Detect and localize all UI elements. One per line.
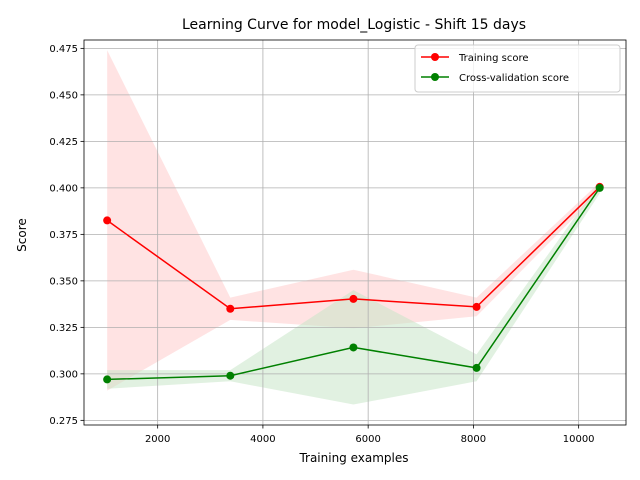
y-axis-label: Score xyxy=(15,218,29,252)
x-tick-label: 8000 xyxy=(461,434,486,445)
data-point-cross-validation xyxy=(595,183,604,192)
legend: Training score Cross-validation score xyxy=(414,44,621,93)
data-point-training xyxy=(349,294,358,303)
y-tick-label: 0.325 xyxy=(49,323,78,334)
y-tick-label: 0.475 xyxy=(49,44,78,55)
x-tick-label: 4000 xyxy=(250,434,275,445)
x-axis-ticks: 2000 4000 6000 8000 10000 xyxy=(145,425,595,445)
data-point-cross-validation xyxy=(226,371,235,380)
data-point-cross-validation xyxy=(349,343,358,352)
y-axis-ticks: 0.275 0.300 0.325 0.350 0.375 0.400 0.425 0.450… xyxy=(49,44,84,427)
y-tick-label: 0.450 xyxy=(49,90,78,101)
y-tick-label: 0.425 xyxy=(49,137,78,148)
legend-box xyxy=(414,44,621,93)
data-point-training xyxy=(226,304,235,313)
plot-area-frame xyxy=(83,39,627,426)
legend-label-cross-validation: Cross-validation score xyxy=(459,73,569,84)
y-tick-label: 0.300 xyxy=(49,369,78,380)
confidence-band-cross-validation xyxy=(107,182,600,405)
y-tick-label: 0.375 xyxy=(49,230,78,241)
x-tick-label: 2000 xyxy=(145,434,170,445)
legend-label-training: Training score xyxy=(458,53,529,64)
x-tick-label: 6000 xyxy=(355,434,380,445)
chart-title: Learning Curve for model_Logistic - Shif… xyxy=(182,17,526,33)
x-axis-label: Training examples xyxy=(298,451,408,465)
y-tick-label: 0.275 xyxy=(49,416,78,427)
legend-marker-training xyxy=(431,53,439,61)
series-points xyxy=(103,182,604,384)
data-point-training xyxy=(103,216,112,225)
data-point-cross-validation xyxy=(472,363,481,372)
y-tick-label: 0.400 xyxy=(49,183,78,194)
x-tick-label: 10000 xyxy=(563,434,595,445)
legend-marker-cross-validation xyxy=(431,73,439,81)
data-point-cross-validation xyxy=(103,375,112,384)
data-point-training xyxy=(472,302,481,311)
y-tick-label: 0.350 xyxy=(49,276,78,287)
